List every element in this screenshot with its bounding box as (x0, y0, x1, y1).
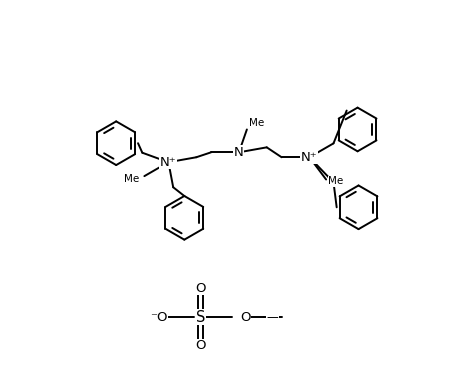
Text: N⁺: N⁺ (160, 156, 177, 169)
Text: O: O (195, 282, 206, 295)
Text: N: N (234, 146, 244, 159)
Text: O: O (195, 340, 206, 352)
Text: Me: Me (124, 174, 140, 184)
Text: ⁻O: ⁻O (150, 311, 167, 324)
Text: Me: Me (249, 117, 264, 128)
Text: O: O (240, 311, 251, 324)
Text: —: — (267, 311, 279, 324)
Text: S: S (196, 310, 205, 324)
Text: N⁺: N⁺ (301, 151, 318, 164)
Text: Me: Me (328, 177, 343, 186)
